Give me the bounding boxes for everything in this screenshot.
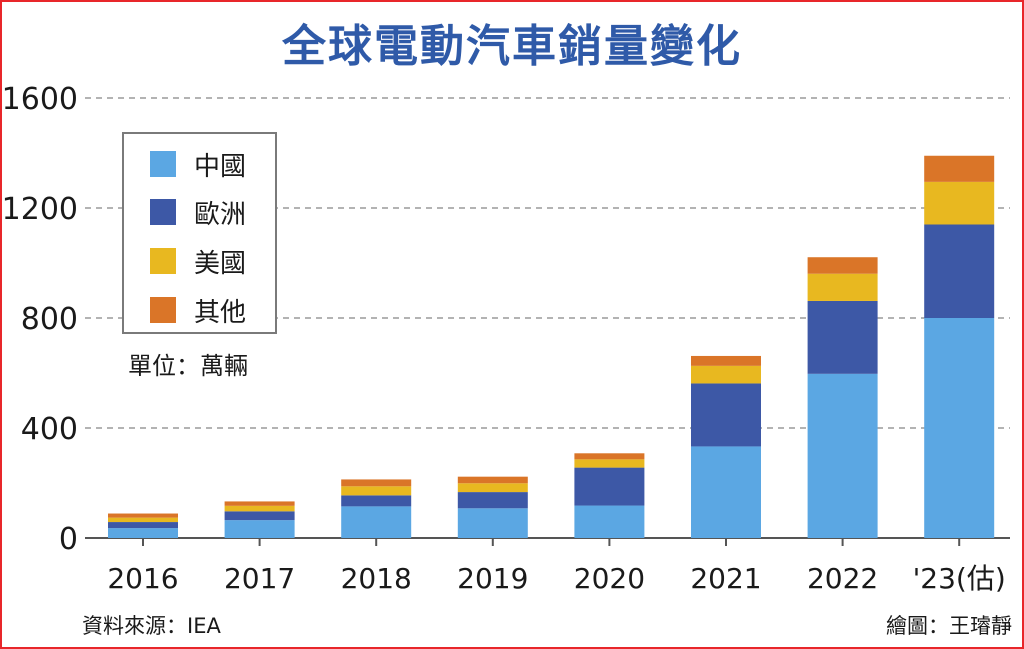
y-tick-label: 800 [21,302,78,337]
legend-label-china: 中國 [194,152,247,182]
bar-segment [807,273,878,301]
legend-swatch-china [150,151,176,177]
bar-segment [924,318,995,538]
bar-segment [691,365,761,384]
x-tick-label: 2020 [574,562,645,595]
bar-segment [691,355,761,366]
x-tick-label: 2016 [107,562,178,595]
bar-segment [224,511,295,521]
bar-segment [924,155,995,182]
bars [108,155,995,538]
legend-swatch-other [150,297,176,323]
bar-segment [457,492,528,509]
bar-segment [341,495,412,507]
bar-segment [457,483,528,493]
bar-segment [807,257,878,274]
bar-segment [108,522,178,529]
x-tick-label: 2019 [457,562,528,595]
bar-segment [341,506,412,538]
bar-segment [574,505,645,538]
chart-title: 全球電動汽車銷量變化 [282,21,742,72]
bar-segment [108,528,178,538]
legend-swatch-usa [150,248,176,274]
legend-label-usa: 美國 [194,249,247,279]
bar-segment [691,446,761,538]
x-tick-label: 2017 [224,562,295,595]
y-tick-label: 0 [59,522,78,557]
x-tick-label: 2021 [690,562,761,595]
bar-segment [924,224,995,318]
legend-label-europe: 歐洲 [194,200,247,230]
y-axis-ticks: 0 400 800 1200 1600 [2,82,78,557]
y-tick-label: 1200 [2,192,78,227]
x-tick-label: '23(估) [913,562,1006,595]
source-note: 資料來源：IEA [82,614,221,638]
y-tick-label: 1600 [2,82,78,117]
bar-segment [108,517,178,523]
legend-label-other: 其他 [194,298,247,328]
bar-segment [924,181,995,225]
bar-segment [807,373,878,538]
x-tick-label: 2022 [807,562,878,595]
bar-segment [457,476,528,484]
legend: 中國 歐洲 美國 其他 [122,132,277,334]
credit-note: 繪圖：王璿靜 [886,614,1012,638]
bar-segment [224,505,295,512]
bar-segment [224,520,295,538]
bar-segment [341,479,412,487]
x-axis-ticks: 2016 2017 2018 2019 2020 2021 2022 '23(估) [107,538,1006,595]
bar-segment [574,459,645,468]
legend-swatch-europe [150,199,176,225]
y-tick-label: 400 [21,412,78,447]
bar-segment [574,453,645,460]
x-tick-label: 2018 [341,562,412,595]
bar-segment [574,467,645,506]
bar-segment [341,486,412,496]
bar-segment [457,508,528,538]
unit-label: 單位：萬輛 [128,352,248,380]
bar-segment [108,513,178,518]
bar-segment [807,300,878,374]
bar-segment [224,501,295,506]
bar-segment [691,383,761,447]
